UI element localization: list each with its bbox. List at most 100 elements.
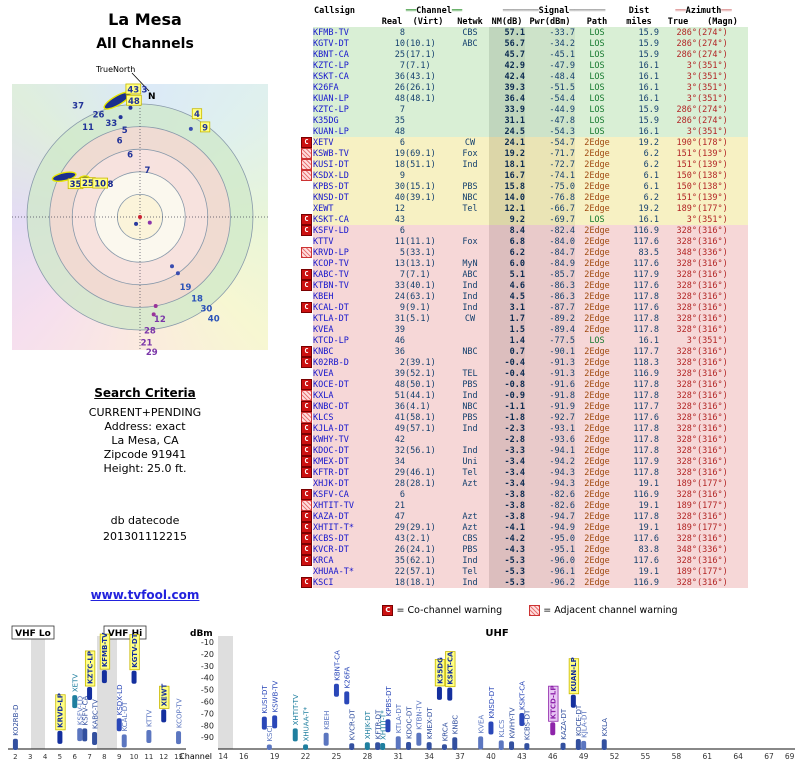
true-azimuth-cell: 328° [659, 412, 697, 423]
path-cell: 2Edge [575, 500, 619, 511]
nm-cell: 24.5 [489, 126, 525, 137]
real-channel-cell: 19 [379, 148, 405, 159]
network-cell: NBC [451, 346, 489, 357]
power-cell: -89.4 [525, 324, 575, 335]
power-cell: -96.1 [525, 566, 575, 577]
distance-cell: 15.9 [619, 49, 659, 60]
callsign-cell: KSKT-CA [313, 214, 379, 225]
path-cell: 2Edge [575, 225, 619, 236]
network-cell: Ind [451, 390, 489, 401]
power-cell: -95.0 [525, 533, 575, 544]
col-header-virt: (Virt) [412, 16, 444, 27]
co-channel-flag-icon: C [301, 302, 312, 313]
real-channel-cell: 48 [379, 93, 405, 104]
signal-bar [146, 730, 152, 744]
signal-label: KSKT-CA [445, 651, 456, 688]
signal-callsign: XETV [72, 674, 80, 692]
signal-callsign: KFTR-DT [374, 709, 382, 739]
callsign-cell: KTLA-DT [313, 313, 379, 324]
table-row: C KOCE-DT 48 (50.1) PBS -0.8 -91.6 2Edge 117.8 32… [300, 379, 748, 390]
distance-cell: 117.8 [619, 423, 659, 434]
real-channel-cell: 51 [379, 390, 405, 401]
signal-bar [447, 687, 453, 701]
true-azimuth-cell: 3° [659, 82, 697, 93]
virtual-channel-cell: (29.1) [405, 522, 451, 533]
signal-bar [272, 715, 278, 729]
network-cell [451, 104, 489, 115]
channel-marker: 7 [144, 166, 150, 176]
virtual-channel-cell: (44.1) [405, 390, 451, 401]
true-azimuth-cell: 328° [659, 379, 697, 390]
signal-callsign: K35DG [436, 657, 444, 684]
table-row: XHTIT-TV 21 -3.8 -82.6 2Edge 19.1 189° (177°) [300, 500, 748, 511]
criteria-line: Zipcode 91941 [103, 448, 187, 461]
nm-cell: -1.1 [489, 401, 525, 412]
power-cell: -96.0 [525, 555, 575, 566]
virtual-channel-cell: (58.1) [405, 412, 451, 423]
distance-cell: 83.5 [619, 247, 659, 258]
distance-cell: 16.1 [619, 126, 659, 137]
dbm-tick: -40 [201, 674, 214, 683]
path-cell: 2Edge [575, 456, 619, 467]
true-azimuth-cell: 151° [659, 159, 697, 170]
distance-cell: 117.9 [619, 269, 659, 280]
uhf-channel-tick: 64 [733, 752, 743, 761]
path-cell: LOS [575, 38, 619, 49]
callsign-cell: KSWB-TV [313, 148, 379, 159]
dbm-tick: -90 [201, 733, 214, 742]
co-channel-flag-icon: C [301, 401, 312, 412]
signal-callsign: KUAN-LP [570, 657, 578, 692]
path-cell: 2Edge [575, 544, 619, 555]
path-cell: 2Edge [575, 555, 619, 566]
magnetic-azimuth-cell: (351°) [697, 71, 748, 82]
col-header-dist: Dist [628, 5, 650, 16]
legend-adjacent-channel: = Adjacent channel warning [529, 605, 678, 616]
power-cell: -82.4 [525, 225, 575, 236]
magnetic-azimuth-cell: (316°) [697, 258, 748, 269]
real-channel-cell: 28 [379, 478, 405, 489]
callsign-cell: KUAN-LP [313, 93, 379, 104]
nm-cell: -3.4 [489, 478, 525, 489]
signal-callsign: XHTIT-T* [379, 710, 387, 740]
signal-label: KCAL-DT [121, 701, 129, 732]
col-header-path: Path [586, 16, 608, 27]
magnetic-azimuth-cell: (316°) [697, 368, 748, 379]
path-cell: 2Edge [575, 577, 619, 588]
real-channel-cell: 11 [379, 236, 405, 247]
path-cell: 2Edge [575, 445, 619, 456]
path-cell: LOS [575, 82, 619, 93]
callsign-cell: KBNT-CA [313, 49, 379, 60]
uhf-channel-tick: 34 [424, 752, 434, 761]
distance-cell: 117.6 [619, 555, 659, 566]
signal-label: KXLA [601, 718, 609, 736]
real-channel-cell: 8 [379, 27, 405, 38]
channel-marker: 9 [202, 123, 208, 133]
distance-cell: 19.1 [619, 500, 659, 511]
magnetic-azimuth-cell: (351°) [697, 335, 748, 346]
marker-highlight [199, 121, 211, 133]
true-azimuth-cell: 151° [659, 192, 697, 203]
real-channel-cell: 36 [379, 401, 405, 412]
magnetic-azimuth-cell: (316°) [697, 357, 748, 368]
callsign-cell: XEWT [313, 203, 379, 214]
network-cell: NBC [451, 192, 489, 203]
signal-callsign: KBEH [323, 711, 331, 730]
nm-cell: -1.8 [489, 412, 525, 423]
uhf-channel-tick: 16 [239, 752, 249, 761]
nm-cell: -5.3 [489, 555, 525, 566]
callsign-cell: KNBC [313, 346, 379, 357]
real-channel-cell: 33 [379, 280, 405, 291]
true-azimuth-cell: 328° [659, 357, 697, 368]
path-cell: 2Edge [575, 478, 619, 489]
power-cell: -45.1 [525, 49, 575, 60]
tvfool-link[interactable]: www.tvfool.com [90, 588, 200, 602]
criteria-line: Height: 25.0 ft. [103, 462, 187, 475]
distance-cell: 117.6 [619, 533, 659, 544]
power-cell: -92.7 [525, 412, 575, 423]
power-cell: -94.7 [525, 511, 575, 522]
radar-subtitle: All Channels [96, 36, 194, 52]
signal-label: KRVD-LP [55, 693, 66, 731]
virtual-channel-cell: (69.1) [405, 148, 451, 159]
path-cell: LOS [575, 49, 619, 60]
co-channel-flag-icon: C [301, 489, 312, 500]
